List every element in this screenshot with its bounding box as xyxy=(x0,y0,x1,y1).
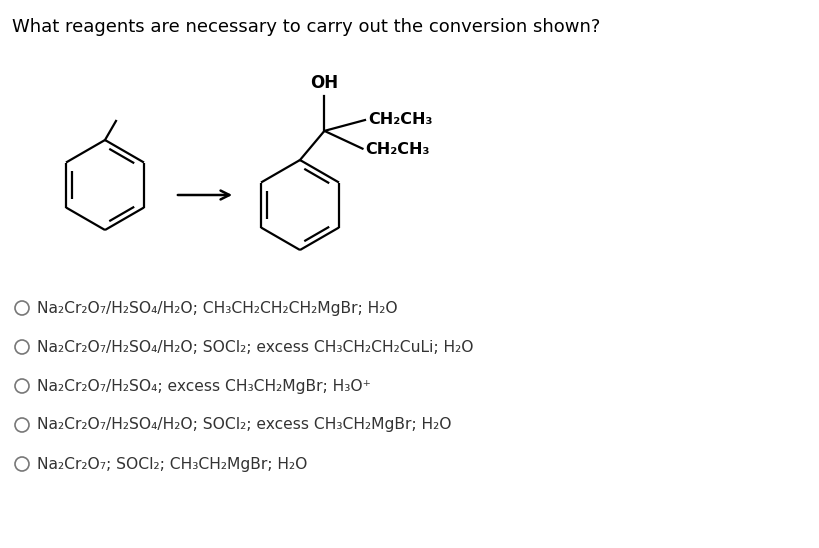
Text: Na₂Cr₂O₇/H₂SO₄/H₂O; SOCl₂; excess CH₃CH₂CH₂CuLi; H₂O: Na₂Cr₂O₇/H₂SO₄/H₂O; SOCl₂; excess CH₃CH₂… xyxy=(37,340,473,355)
Text: CH₂CH₃: CH₂CH₃ xyxy=(368,112,432,127)
Text: Na₂Cr₂O₇/H₂SO₄; excess CH₃CH₂MgBr; H₃O⁺: Na₂Cr₂O₇/H₂SO₄; excess CH₃CH₂MgBr; H₃O⁺ xyxy=(37,379,370,393)
Text: What reagents are necessary to carry out the conversion shown?: What reagents are necessary to carry out… xyxy=(12,18,600,36)
Text: Na₂Cr₂O₇/H₂SO₄/H₂O; SOCl₂; excess CH₃CH₂MgBr; H₂O: Na₂Cr₂O₇/H₂SO₄/H₂O; SOCl₂; excess CH₃CH₂… xyxy=(37,418,451,432)
Text: OH: OH xyxy=(310,74,338,92)
Text: CH₂CH₃: CH₂CH₃ xyxy=(365,142,429,157)
Text: Na₂Cr₂O₇; SOCl₂; CH₃CH₂MgBr; H₂O: Na₂Cr₂O₇; SOCl₂; CH₃CH₂MgBr; H₂O xyxy=(37,456,307,471)
Text: Na₂Cr₂O₇/H₂SO₄/H₂O; CH₃CH₂CH₂CH₂MgBr; H₂O: Na₂Cr₂O₇/H₂SO₄/H₂O; CH₃CH₂CH₂CH₂MgBr; H₂… xyxy=(37,300,397,316)
